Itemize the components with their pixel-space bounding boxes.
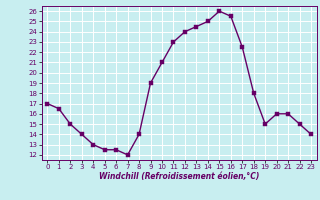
X-axis label: Windchill (Refroidissement éolien,°C): Windchill (Refroidissement éolien,°C) xyxy=(99,172,260,181)
